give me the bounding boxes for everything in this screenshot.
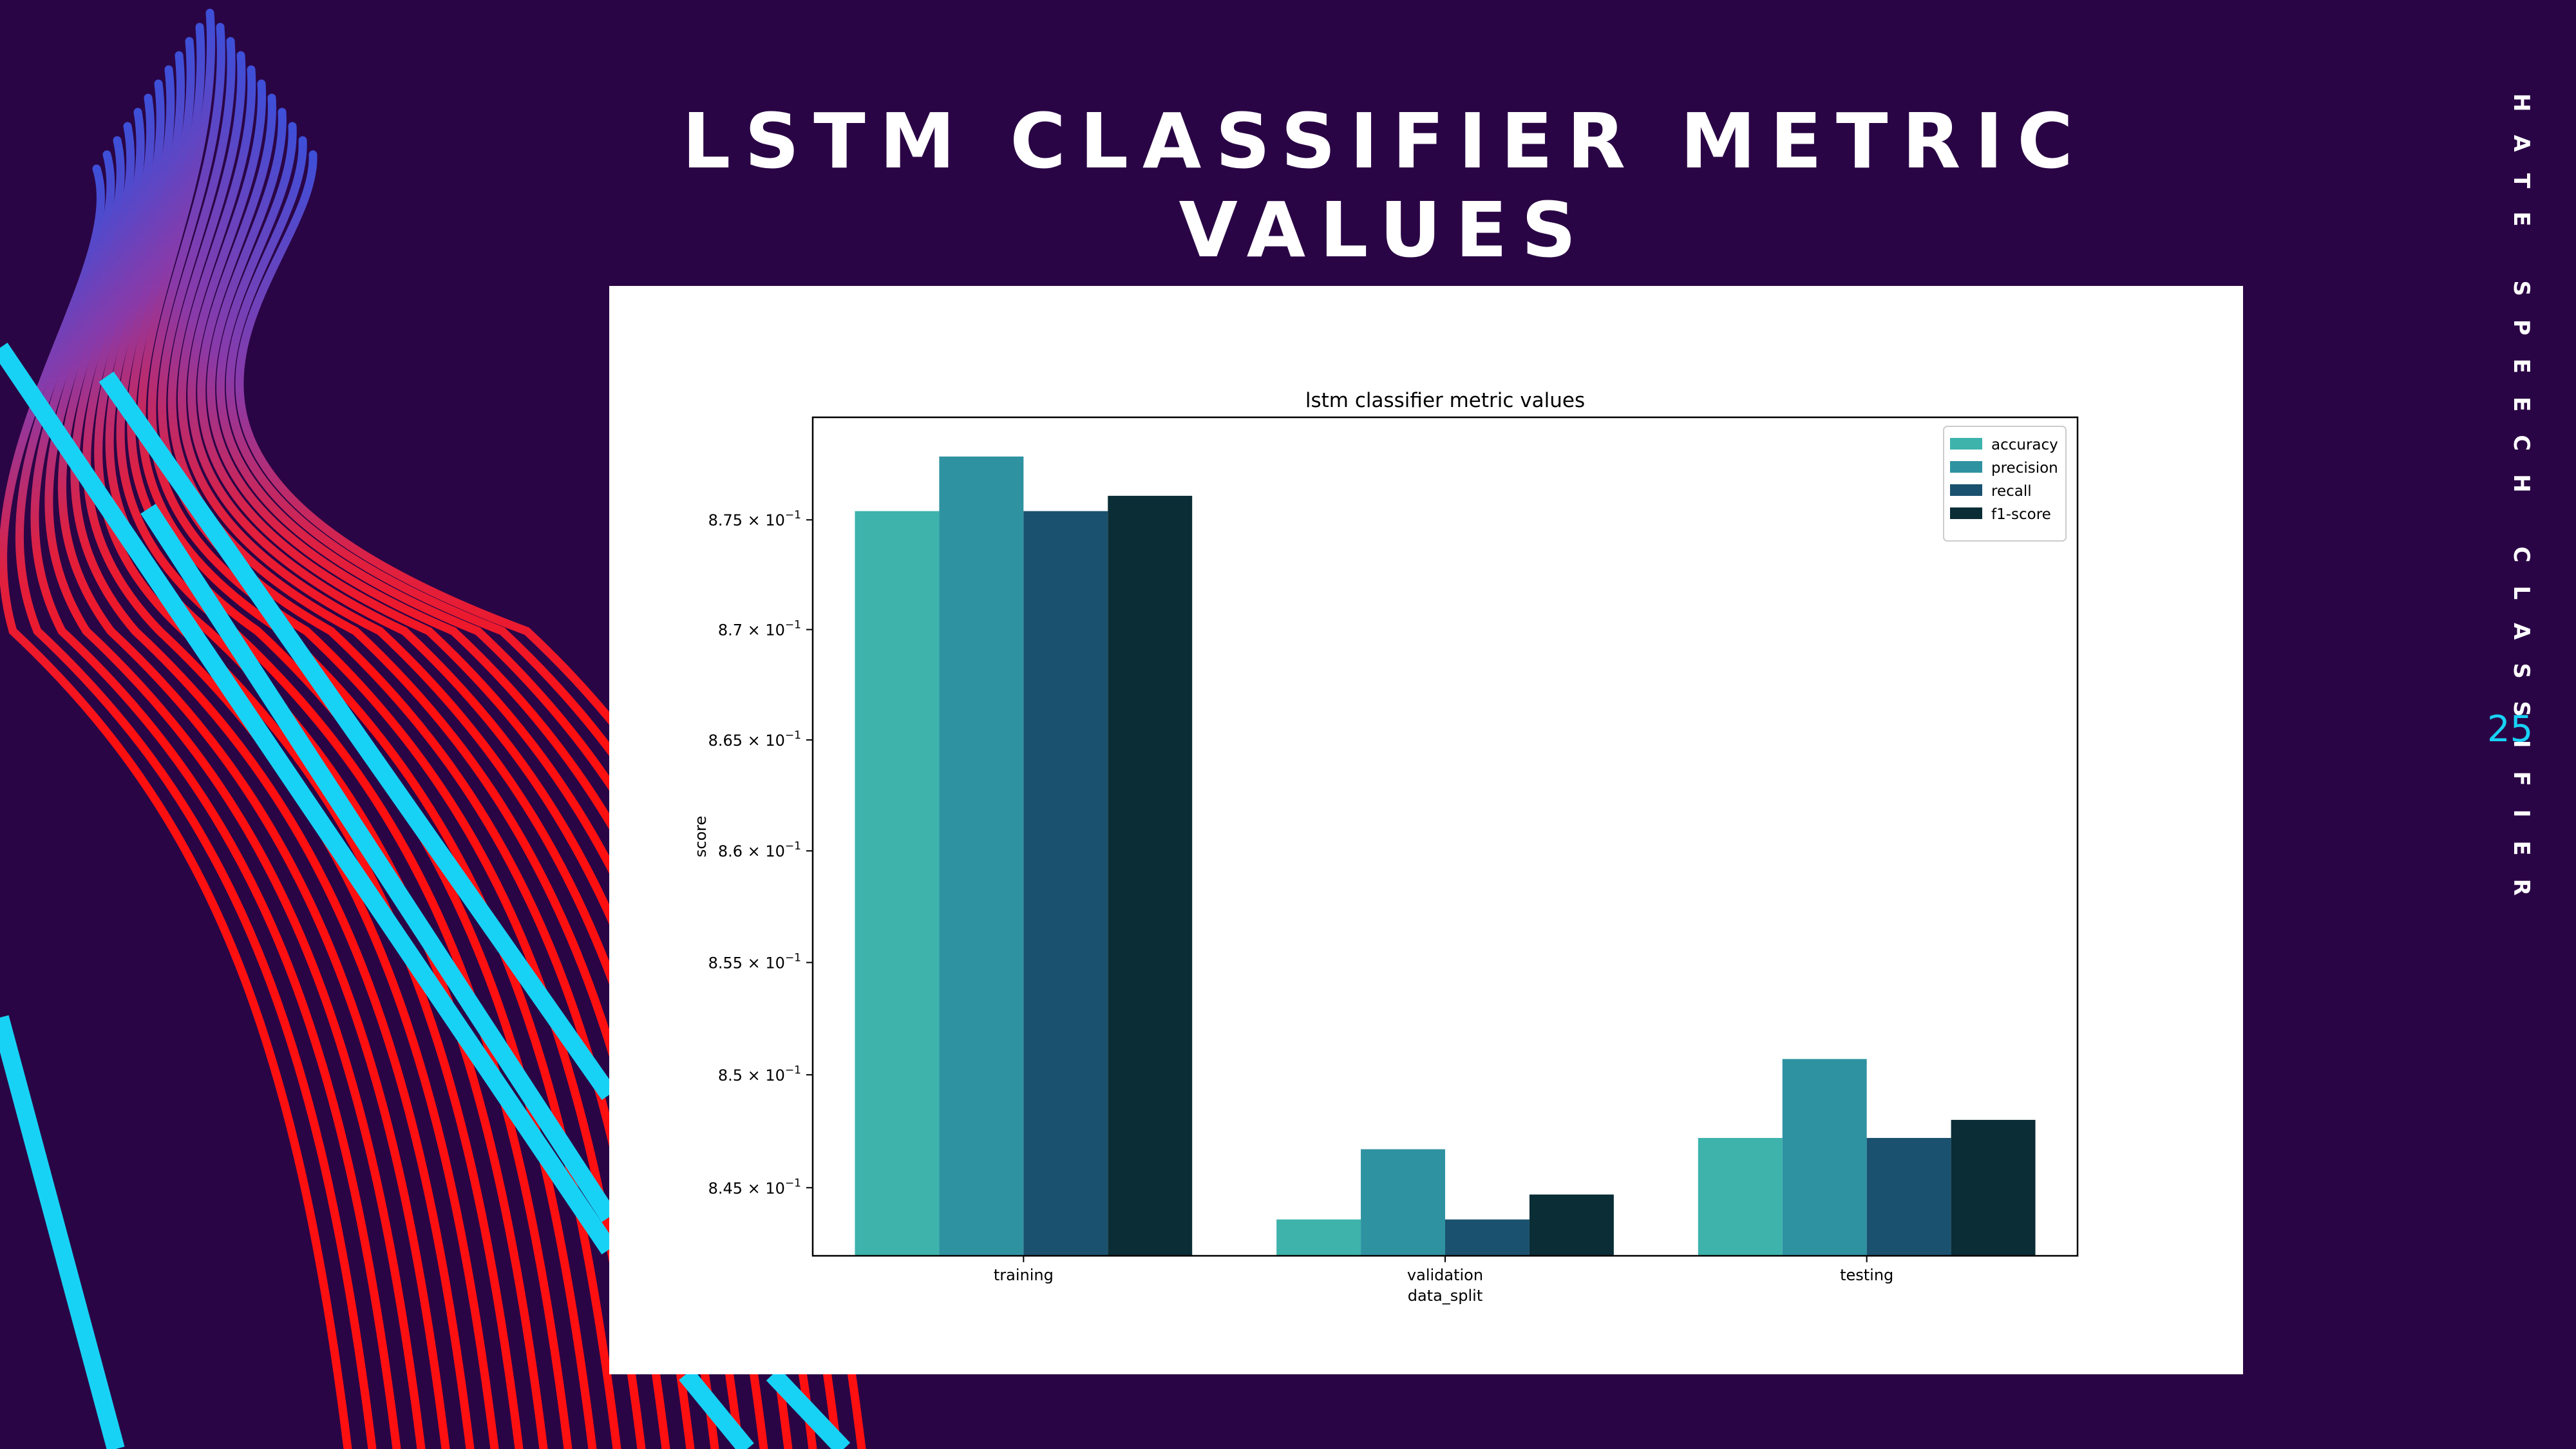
page-number: 25	[2487, 708, 2533, 750]
cyan-stripe	[140, 504, 617, 1222]
bar-f1-score-testing	[1951, 1119, 2036, 1256]
wave-line	[147, 23, 646, 1449]
x-axis: training validation testing	[994, 1256, 1893, 1284]
x-axis-label: data_split	[1408, 1287, 1483, 1305]
legend-swatch-precision	[1950, 461, 1982, 473]
wave-line	[58, 108, 450, 1449]
bar-f1-score-validation	[1529, 1194, 1614, 1256]
chart-title: lstm classifier metric values	[1305, 389, 1585, 412]
bar-accuracy-training	[855, 511, 940, 1256]
y-tick-label: 8.55 × 10−1	[708, 952, 801, 972]
cyan-stripe	[766, 1368, 851, 1449]
legend-swatch-f1-score	[1950, 507, 1982, 519]
bars-layer	[855, 456, 2036, 1256]
y-tick-label: 8.5 × 10−1	[718, 1064, 801, 1084]
cyan-stripe	[0, 343, 617, 1255]
wave-line	[15, 150, 377, 1449]
legend: accuracy precision recall f1-score	[1943, 426, 2067, 542]
y-axis: 8.45 × 10−1 8.5 × 10−1 8.55 × 10−1 8.6 × 10…	[708, 509, 813, 1197]
side-title-vertical: HATE SPEECH CLASSIFIER	[2508, 93, 2534, 919]
y-tick-label: 8.45 × 10−1	[708, 1177, 801, 1197]
y-tick-label: 8.6 × 10−1	[718, 840, 801, 860]
bar-precision-testing	[1782, 1059, 1867, 1256]
bar-recall-training	[1023, 511, 1108, 1256]
legend-label-accuracy: accuracy	[1991, 437, 2058, 453]
legend-label-precision: precision	[1991, 460, 2058, 477]
bar-accuracy-testing	[1698, 1137, 1783, 1256]
cyan-stripe	[0, 1015, 125, 1449]
bar-precision-validation	[1361, 1149, 1445, 1256]
cyan-stripe	[679, 1368, 754, 1449]
bar-accuracy-validation	[1276, 1219, 1361, 1256]
wave-line	[0, 164, 352, 1449]
wave-line	[30, 136, 401, 1449]
bar-chart: lstm classifier metric values 8.45 × 10−…	[692, 389, 2079, 1305]
slide-title: LSTM CLASSIFIER METRIC VALUES	[682, 97, 2087, 274]
x-tick-label-testing: testing	[1840, 1266, 1893, 1284]
wave-line	[44, 122, 426, 1449]
bar-recall-validation	[1445, 1219, 1530, 1256]
y-axis-label: score	[692, 816, 710, 858]
legend-swatch-accuracy	[1950, 438, 1982, 450]
bar-recall-testing	[1866, 1137, 1951, 1256]
x-tick-label-training: training	[994, 1266, 1054, 1284]
y-tick-label: 8.75 × 10−1	[708, 509, 801, 529]
x-tick-label-validation: validation	[1407, 1266, 1483, 1284]
legend-swatch-recall	[1950, 484, 1982, 496]
y-tick-label: 8.7 × 10−1	[718, 619, 801, 639]
wave-line	[82, 79, 499, 1449]
chart-card: lstm classifier metric values 8.45 × 10−…	[609, 286, 2243, 1374]
bar-f1-score-training	[1108, 495, 1193, 1256]
bar-precision-training	[939, 456, 1024, 1256]
cyan-stripe	[99, 371, 617, 1101]
legend-label-recall: recall	[1991, 483, 2032, 500]
y-tick-label: 8.65 × 10−1	[708, 729, 801, 750]
legend-label-f1-score: f1-score	[1991, 506, 2051, 523]
wave-line	[105, 51, 548, 1449]
wave-line	[70, 93, 475, 1449]
